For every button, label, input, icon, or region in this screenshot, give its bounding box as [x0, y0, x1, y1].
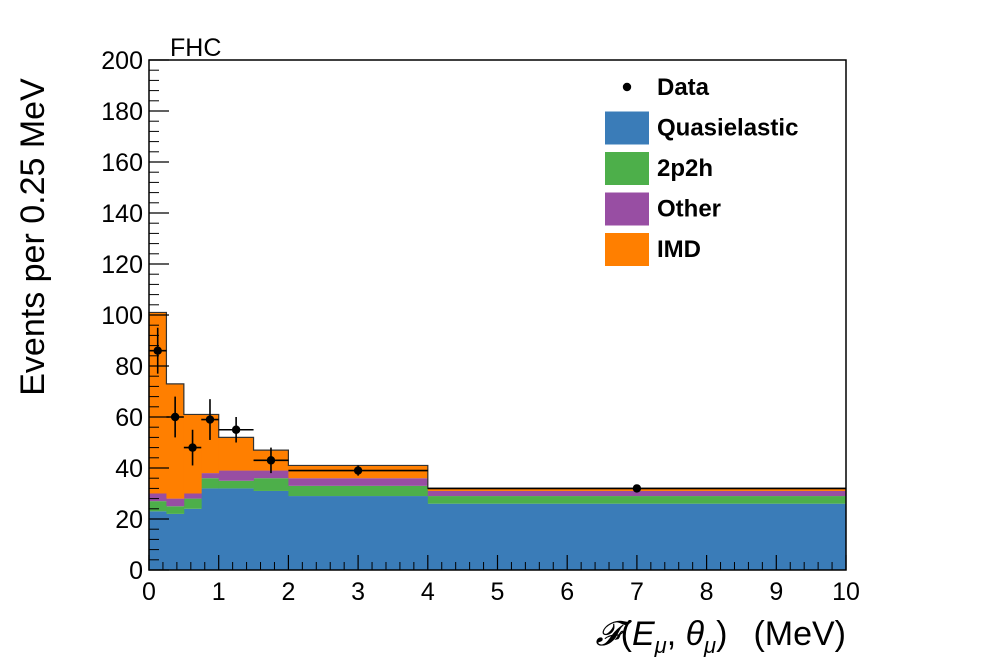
x-tick-label-0: 0 [142, 578, 156, 606]
x-axis-title-mu-sub-2: μ [703, 633, 716, 658]
x-axis-title-theta: θ [686, 615, 705, 653]
bar-2p2h-bin-3 [201, 478, 220, 489]
x-tick-label-10: 10 [832, 578, 860, 606]
y-tick-label-8: 160 [101, 149, 143, 177]
bar-imd-bin-4 [218, 437, 254, 471]
bar-2p2h-bin-4 [218, 480, 254, 489]
x-tick-label-6: 6 [560, 578, 574, 606]
y-axis-title: Events per 0.25 MeV [14, 78, 52, 396]
x-axis-title-close-paren: ) [716, 615, 727, 653]
bar-other-bin-5 [253, 470, 289, 479]
bar-other-bin-7 [427, 490, 847, 497]
y-axis: 0 20 40 60 80 100 120 140 160 180 200 [101, 47, 169, 585]
legend-swatch-imd [605, 233, 649, 266]
bar-quasielastic-bin-0 [149, 511, 167, 570]
x-tick-label-9: 9 [769, 578, 783, 606]
legend-entry-other: Other [605, 192, 721, 226]
legend-label-other: Other [657, 196, 721, 223]
bar-quasielastic-bin-4 [218, 488, 254, 570]
legend: Data Quasielastic 2p2h Other IMD [605, 74, 798, 266]
x-axis-title-e: E [632, 615, 655, 653]
bar-other-bin-3 [201, 473, 220, 479]
bar-other-bin-0 [149, 493, 167, 502]
data-point-5 [266, 456, 276, 465]
bar-quasielastic-bin-3 [201, 488, 220, 570]
legend-label-quasielastic: Quasielastic [657, 115, 798, 142]
bar-imd-bin-3 [201, 414, 220, 474]
y-tick-label-0: 0 [129, 557, 143, 585]
data-point-group-4 [218, 417, 254, 443]
x-tick-label-1: 1 [212, 578, 226, 606]
bar-2p2h-bin-6 [288, 485, 429, 497]
bar-other-bin-1 [166, 498, 185, 507]
bar-other-bin-4 [218, 470, 254, 481]
y-tick-label-6: 120 [101, 251, 143, 279]
bar-quasielastic-bin-5 [253, 490, 289, 570]
legend-entry-imd: IMD [605, 233, 701, 266]
bar-2p2h-bin-5 [253, 478, 289, 491]
legend-swatch-2p2h [605, 152, 649, 185]
data-point-7 [632, 484, 642, 493]
legend-entry-2p2h: 2p2h [605, 152, 713, 185]
bar-2p2h-bin-7 [427, 496, 847, 504]
data-point-2 [188, 443, 197, 452]
data-point-1 [170, 412, 180, 422]
legend-swatch-other [605, 192, 649, 226]
data-point-group-7 [427, 484, 846, 493]
x-tick-label-4: 4 [421, 578, 435, 606]
x-axis-title: 𝓕(Eμ, θμ) (MeV) [596, 614, 846, 658]
x-axis-title-comma: , [667, 615, 686, 653]
x-tick-label-8: 8 [700, 578, 714, 606]
data-point-4 [231, 425, 241, 434]
y-tick-label-5: 100 [101, 302, 143, 330]
x-tick-label-5: 5 [491, 578, 505, 606]
y-tick-label-9: 180 [101, 98, 143, 126]
x-axis: 0 1 2 3 4 5 6 7 8 9 10 [142, 555, 860, 606]
bar-2p2h-bin-0 [149, 501, 167, 512]
data-point-group-2 [183, 429, 202, 466]
bar-imd-bin-1 [166, 383, 185, 499]
bar-other-bin-6 [288, 478, 429, 486]
legend-marker-data [622, 82, 632, 92]
bar-2p2h-bin-1 [166, 506, 185, 514]
x-tick-label-7: 7 [630, 578, 644, 606]
legend-swatch-quasielastic [605, 111, 649, 145]
bar-2p2h-bin-2 [183, 498, 202, 509]
chart-tag: FHC [170, 34, 221, 62]
legend-entry-data: Data [622, 74, 710, 101]
legend-label-imd: IMD [657, 236, 701, 263]
data-point-group-3 [201, 399, 219, 440]
x-tick-label-2: 2 [281, 578, 295, 606]
y-tick-label-2: 40 [115, 455, 143, 483]
y-tick-label-4: 80 [115, 353, 143, 381]
y-tick-label-3: 60 [115, 404, 143, 432]
legend-label-data: Data [657, 74, 710, 101]
bar-imd-bin-0 [149, 312, 167, 494]
bar-other-bin-2 [183, 493, 202, 499]
y-tick-label-7: 140 [101, 200, 143, 228]
y-tick-label-10: 200 [101, 47, 143, 75]
bar-quasielastic-bin-1 [166, 513, 185, 570]
data-point-3 [205, 415, 215, 424]
bar-quasielastic-bin-2 [183, 508, 202, 570]
data-point-0 [153, 346, 162, 355]
y-tick-label-1: 20 [115, 506, 143, 534]
data-point-group-1 [166, 396, 184, 438]
data-point-group-5 [253, 447, 289, 474]
x-tick-label-3: 3 [351, 578, 365, 606]
legend-label-2p2h: 2p2h [657, 155, 713, 182]
x-axis-title-open-paren: ( [621, 615, 633, 653]
data-points [149, 327, 846, 493]
legend-entry-quasielastic: Quasielastic [605, 111, 798, 145]
data-point-6 [353, 466, 363, 475]
data-point-group-6 [288, 465, 428, 476]
x-axis-title-unit: (MeV) [753, 615, 846, 653]
x-axis-title-mu-sub-1: μ [654, 633, 667, 658]
